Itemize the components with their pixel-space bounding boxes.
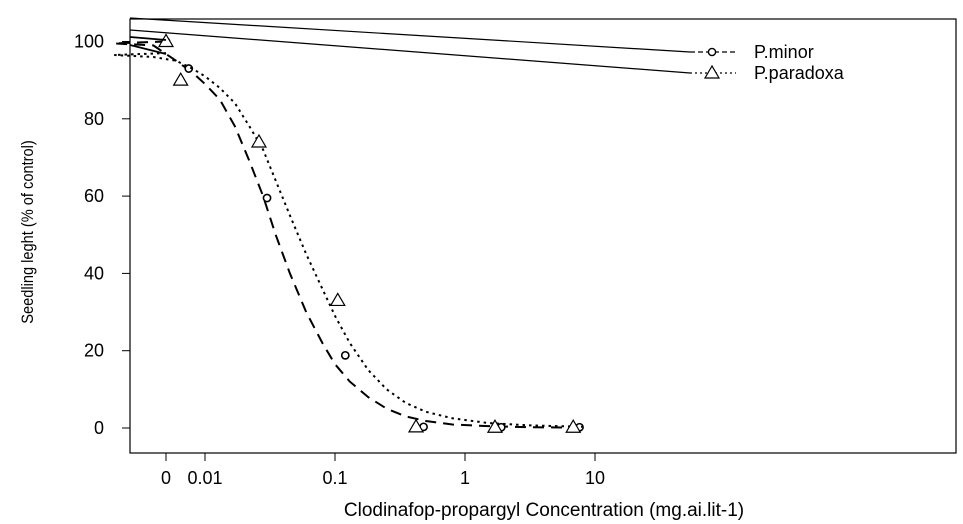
x-axis-label: Clodinafop-propargyl Concentration (mg.a… <box>344 500 744 521</box>
series-line-p-minor <box>114 40 583 429</box>
y-tick-label: 0 <box>94 418 104 438</box>
x-tick-label: 1 <box>460 468 470 488</box>
legend-leader-line <box>129 17 691 53</box>
axis-break-line <box>129 36 167 41</box>
y-tick-label: 60 <box>84 186 104 206</box>
data-point-triangle <box>329 292 346 307</box>
y-axis-label: Seedling leght (% of control) <box>19 140 37 324</box>
plot-area-frame <box>129 18 957 454</box>
y-tick-label: 80 <box>84 109 104 129</box>
data-point-triangle <box>407 418 425 433</box>
legend-label-p-minor: P.minor <box>754 42 814 62</box>
data-point-triangle <box>157 33 175 48</box>
x-tick-label: 0 <box>161 468 171 488</box>
legend-leader-line <box>129 29 691 74</box>
data-point-triangle <box>565 419 582 433</box>
y-tick-label: 40 <box>84 263 104 283</box>
legend-label-p-paradoxa: P.paradoxa <box>754 63 845 83</box>
legend-marker-triangle <box>703 64 721 79</box>
y-tick-label: 100 <box>74 32 104 52</box>
x-tick-label: 10 <box>585 468 605 488</box>
data-point-triangle <box>250 133 267 148</box>
data-point-circle <box>340 350 350 360</box>
data-point-triangle <box>486 419 504 433</box>
series-line-p-paradoxa <box>114 52 583 428</box>
x-tick-label: 0.1 <box>322 468 347 488</box>
axis-break-line <box>129 44 167 55</box>
data-point-triangle <box>172 71 189 86</box>
x-tick-label: 0.01 <box>187 468 222 488</box>
y-tick-label: 20 <box>84 341 104 361</box>
data-point-circle <box>262 193 272 203</box>
legend-marker-circle <box>707 47 717 57</box>
